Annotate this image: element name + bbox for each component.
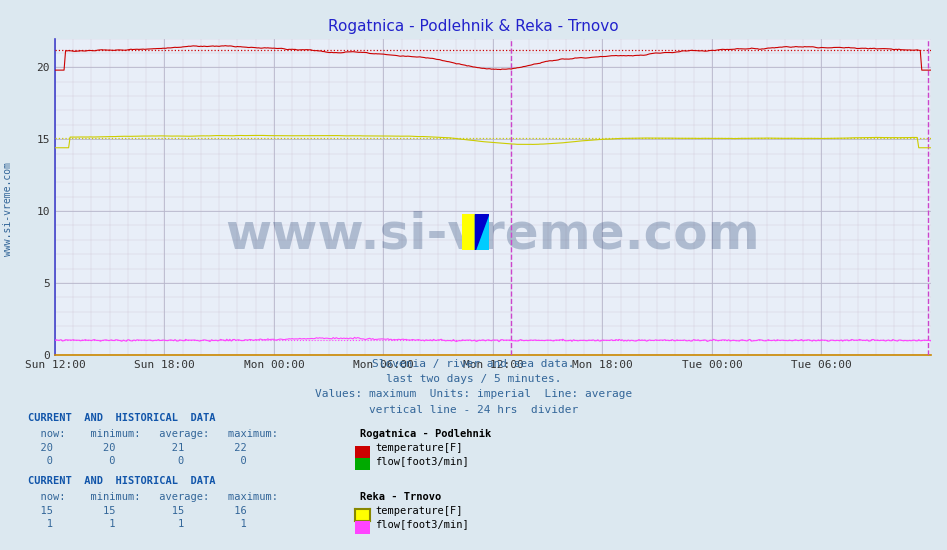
Text: now:    minimum:   average:   maximum:: now: minimum: average: maximum: — [28, 429, 278, 439]
Text: flow[foot3/min]: flow[foot3/min] — [375, 455, 469, 466]
Text: vertical line - 24 hrs  divider: vertical line - 24 hrs divider — [369, 405, 578, 415]
Text: now:    minimum:   average:   maximum:: now: minimum: average: maximum: — [28, 492, 278, 503]
Text: www.si-vreme.com: www.si-vreme.com — [3, 162, 12, 256]
Text: CURRENT  AND  HISTORICAL  DATA: CURRENT AND HISTORICAL DATA — [28, 476, 216, 486]
Text: Slovenia / river and sea data.: Slovenia / river and sea data. — [372, 359, 575, 369]
Polygon shape — [475, 214, 489, 250]
Text: 0         0          0         0: 0 0 0 0 — [28, 455, 247, 466]
Text: 15        15         15        16: 15 15 15 16 — [28, 506, 247, 516]
Polygon shape — [475, 214, 489, 250]
Text: flow[foot3/min]: flow[foot3/min] — [375, 519, 469, 529]
Text: temperature[F]: temperature[F] — [375, 506, 462, 516]
Text: CURRENT  AND  HISTORICAL  DATA: CURRENT AND HISTORICAL DATA — [28, 412, 216, 423]
Text: temperature[F]: temperature[F] — [375, 443, 462, 453]
Text: 1         1          1         1: 1 1 1 1 — [28, 519, 247, 529]
Text: last two days / 5 minutes.: last two days / 5 minutes. — [385, 374, 562, 384]
Text: 20        20         21        22: 20 20 21 22 — [28, 443, 247, 453]
Text: www.si-vreme.com: www.si-vreme.com — [225, 211, 760, 258]
Text: Rogatnica - Podlehnik & Reka - Trnovo: Rogatnica - Podlehnik & Reka - Trnovo — [329, 19, 618, 34]
Text: Values: maximum  Units: imperial  Line: average: Values: maximum Units: imperial Line: av… — [314, 389, 633, 399]
Text: Rogatnica - Podlehnik: Rogatnica - Podlehnik — [360, 429, 491, 439]
Text: Reka - Trnovo: Reka - Trnovo — [360, 492, 441, 503]
